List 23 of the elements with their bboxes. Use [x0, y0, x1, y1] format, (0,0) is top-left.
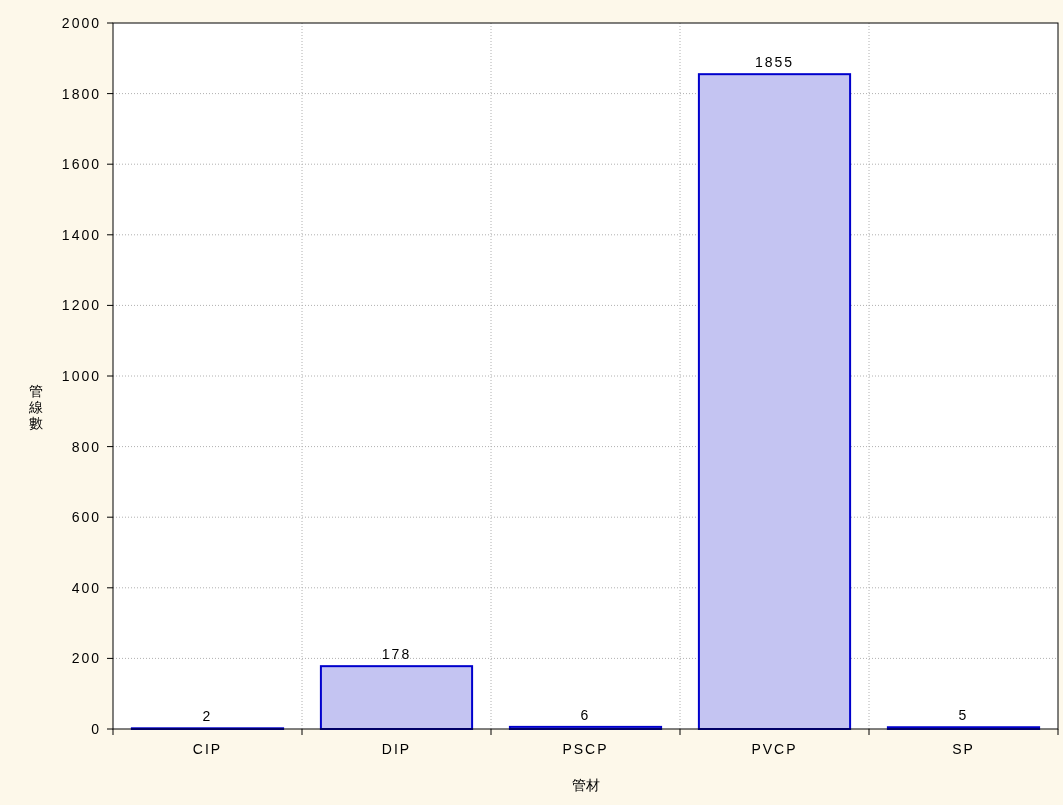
data-label: 2: [202, 708, 213, 725]
y-tick-label: 1400: [61, 226, 101, 243]
data-label: 1855: [754, 54, 795, 71]
y-tick-label: 0: [91, 721, 101, 737]
data-label: 6: [580, 706, 591, 723]
data-label: 178: [381, 646, 412, 663]
y-tick-label: 1000: [61, 368, 101, 384]
x-tick-label: PVCP: [751, 741, 798, 757]
x-tick-label: DIP: [381, 741, 412, 757]
y-tick-label: 200: [71, 650, 101, 667]
y-tick-label: 1200: [61, 297, 101, 314]
x-axis-title: 管材: [571, 777, 600, 793]
x-tick-label: PSCP: [562, 741, 609, 757]
y-axis-title: 管線數: [28, 383, 43, 431]
y-tick-label: 800: [71, 438, 101, 455]
y-tick-label: 600: [71, 509, 101, 526]
y-tick-label: 1600: [61, 156, 101, 173]
y-tick-label: 2000: [61, 15, 101, 31]
y-tick-label: 400: [71, 579, 101, 596]
x-tick-label: CIP: [192, 741, 223, 757]
y-tick-label: 1800: [61, 85, 101, 102]
data-label: 5: [958, 707, 969, 724]
x-tick-label: SP: [952, 741, 975, 757]
